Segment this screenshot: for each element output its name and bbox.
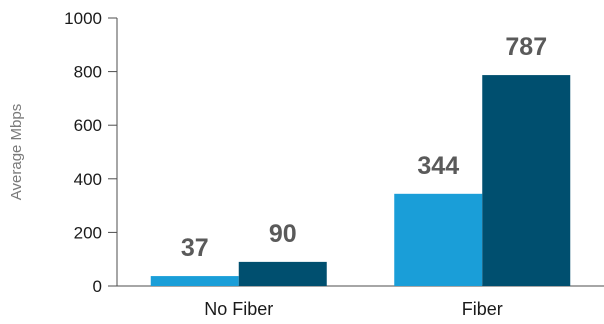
y-tick-label: 200 — [74, 223, 102, 242]
bar — [482, 75, 571, 286]
data-label: 344 — [417, 152, 459, 180]
bar — [150, 276, 239, 286]
y-tick-label: 1000 — [64, 9, 102, 28]
x-tick-label: Fiber — [462, 299, 503, 319]
y-tick-label: 600 — [74, 116, 102, 135]
bar — [238, 261, 327, 286]
x-axis: No Fiber Fiber — [117, 285, 604, 319]
bar — [394, 193, 483, 286]
y-tick-label: 800 — [74, 63, 102, 82]
y-tick-label: 400 — [74, 170, 102, 189]
data-label: 37 — [181, 234, 209, 262]
y-axis: 0 200 400 600 800 1000 — [64, 9, 118, 296]
data-labels: 37 344 90 787 — [181, 33, 547, 262]
data-label: 787 — [505, 33, 547, 61]
y-axis-title: Average Mbps — [8, 104, 25, 200]
bars — [150, 75, 571, 286]
x-tick-label: No Fiber — [204, 299, 273, 319]
y-tick-label: 0 — [93, 277, 102, 296]
data-label: 90 — [269, 220, 297, 248]
